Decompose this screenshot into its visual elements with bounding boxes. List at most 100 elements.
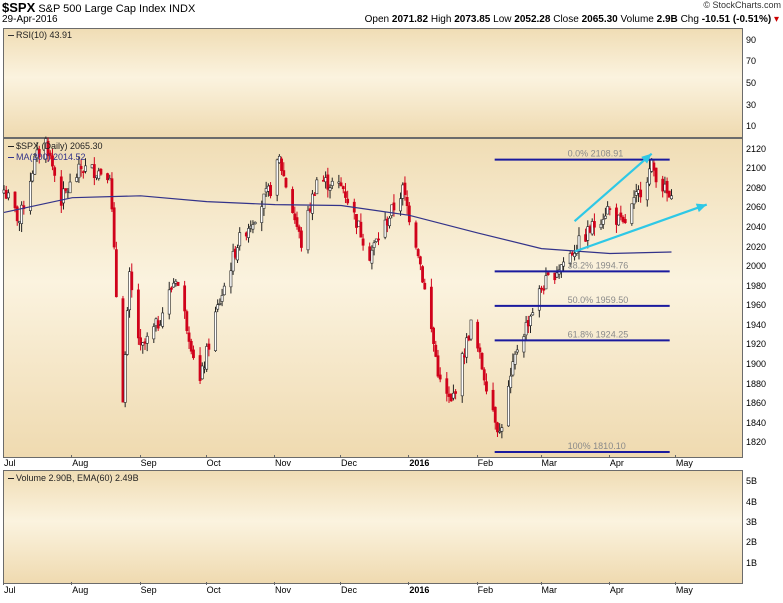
candle-body: [114, 249, 118, 298]
candle-body: [145, 335, 149, 344]
candle-body: [454, 391, 458, 394]
candle-body: [136, 289, 140, 339]
open-value: 2071.82: [391, 14, 429, 25]
volume-tick-label: 3B: [746, 516, 758, 527]
quote-header: 29-Apr-2016 Open 2071.82 High 2073.85 Lo…: [2, 14, 781, 27]
candle-body: [238, 232, 242, 247]
candle-body: [51, 155, 54, 167]
candle-body: [291, 189, 294, 214]
price-x-tick-mark: [71, 455, 73, 458]
price-tick-label: 1820: [746, 437, 767, 448]
rsi-swatch: [8, 35, 14, 37]
candle-body: [542, 288, 546, 291]
ma-swatch: [8, 157, 14, 159]
candle-body: [480, 352, 484, 370]
candle-body: [198, 355, 202, 381]
candle-body: [48, 152, 52, 156]
candle-body: [315, 179, 319, 195]
candle-body: [553, 272, 557, 281]
volume-tick-label: 4B: [746, 496, 758, 507]
candle-body: [249, 225, 253, 229]
candle-body: [445, 378, 449, 394]
candle-body: [344, 191, 347, 198]
high-value: 2073.85: [454, 14, 491, 25]
price-x-tick-mark: [340, 455, 342, 458]
candle-body: [99, 168, 103, 175]
candle-body: [231, 251, 235, 272]
candle-body: [92, 164, 96, 178]
candle-body: [251, 224, 255, 230]
candle-body: [7, 192, 10, 199]
high-label: High: [430, 14, 452, 25]
candle-body: [18, 221, 21, 224]
candle-body: [537, 288, 541, 311]
volume-x-tick-label: Nov: [274, 585, 291, 595]
price-chart-svg: 0.0% 2108.91 38.2% 1994.76 50.0% 1959.50 61…: [2, 136, 708, 454]
candle-body: [253, 221, 257, 225]
price-x-tick-label: May: [675, 458, 693, 468]
candle-body: [434, 344, 438, 357]
price-x-tick-label: Jul: [4, 458, 16, 468]
candle-body: [185, 311, 189, 331]
candle-body: [652, 162, 656, 171]
price-x-tick-mark: [139, 455, 141, 458]
volume-label: Volume 2.90B, EMA(60) 2.49B: [8, 473, 139, 483]
price-tick-label: 2040: [746, 222, 767, 233]
rsi-tick-label: 70: [746, 56, 757, 67]
candle-body: [328, 187, 332, 191]
candle-body: [619, 212, 623, 218]
price-tick-label: 2080: [746, 182, 767, 193]
symbol: $SPX: [2, 0, 36, 15]
candle-body: [491, 389, 495, 411]
candle-body: [546, 272, 550, 276]
candle-body: [401, 184, 405, 199]
price-x-tick-label: Apr: [609, 458, 624, 468]
candle-body: [637, 189, 640, 194]
candle-body: [108, 178, 112, 181]
candle-body: [143, 341, 147, 344]
candle-body: [311, 193, 314, 214]
candle-body: [97, 170, 101, 179]
candle-body: [84, 165, 87, 172]
candle-body: [436, 355, 440, 377]
candle-body: [33, 155, 37, 175]
candle-body: [608, 208, 612, 210]
candle-body: [469, 319, 473, 340]
chg-label: Chg: [680, 14, 699, 25]
candle-body: [374, 238, 378, 242]
rsi-label: RSI(10) 43.91: [8, 30, 72, 40]
candle-body: [15, 206, 19, 222]
candle-body: [53, 167, 57, 176]
candle-body: [493, 406, 497, 423]
candle-body: [663, 183, 667, 192]
credit-text: © StockCharts.com: [703, 0, 781, 10]
candle-body: [463, 355, 466, 358]
candle-body: [64, 188, 68, 191]
fib-label: 38.2% 1994.76: [568, 260, 629, 270]
candle-body: [540, 287, 543, 290]
candle-body: [125, 310, 129, 355]
candle-body: [156, 320, 160, 329]
candle-body: [524, 322, 528, 336]
volume-x-tick-label: Feb: [477, 585, 494, 595]
candle-body: [154, 318, 158, 326]
candle-body: [262, 193, 266, 209]
price-x-tick-mark: [540, 455, 542, 458]
candle-body: [606, 206, 610, 215]
chevron-down-icon[interactable]: ▾: [773, 14, 779, 25]
candle-body: [81, 171, 85, 173]
price-panel: 0.0% 2108.91 38.2% 1994.76 50.0% 1959.50 61…: [2, 136, 743, 458]
candle-body: [183, 285, 187, 312]
candle-body: [361, 238, 365, 246]
candle-body: [205, 346, 209, 370]
candle-body: [339, 182, 343, 187]
fib-label: 61.8% 1924.25: [568, 329, 629, 339]
candle-body: [139, 337, 142, 346]
volume-x-tick-label: Apr: [609, 585, 624, 595]
price-tick-label: 1980: [746, 280, 767, 291]
candle-body: [77, 163, 81, 179]
trend-arrow-head: [641, 153, 652, 164]
candle-body: [416, 249, 420, 257]
candle-body: [2, 189, 6, 194]
candle-body: [106, 173, 109, 181]
